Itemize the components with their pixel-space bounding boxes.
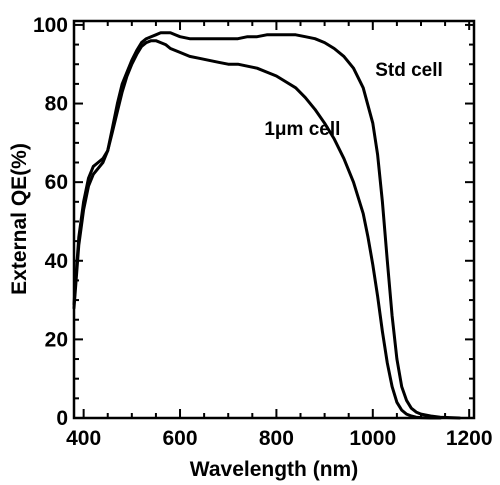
series-line-1-m-cell xyxy=(72,39,442,420)
y-tick-label: 40 xyxy=(45,250,68,273)
series-lines xyxy=(72,31,461,420)
x-tick-label: 1000 xyxy=(349,427,396,450)
series-line-std-cell xyxy=(72,31,461,420)
plot-frame xyxy=(72,19,476,420)
y-tick-label: 100 xyxy=(33,14,68,37)
y-tick-label: 0 xyxy=(56,407,68,430)
x-tick-label: 600 xyxy=(163,427,198,450)
y-axis-title: External QE(%) xyxy=(8,143,31,295)
annotations: Std cell 1μm cell xyxy=(264,60,442,140)
x-tick-label: 1200 xyxy=(446,427,493,450)
x-axis-title: Wavelength (nm) xyxy=(190,458,358,481)
x-tick-label: 800 xyxy=(259,427,294,450)
series-annotation: 1μm cell xyxy=(264,119,340,140)
x-tick-label: 400 xyxy=(66,427,101,450)
tick-labels: 400 600 800 1000 1200 0 20 40 60 80 100 xyxy=(33,14,493,450)
series-annotation: Std cell xyxy=(375,60,443,81)
y-tick-label: 60 xyxy=(45,171,68,194)
y-tick-label: 80 xyxy=(45,93,68,116)
y-tick-label: 20 xyxy=(45,328,68,351)
